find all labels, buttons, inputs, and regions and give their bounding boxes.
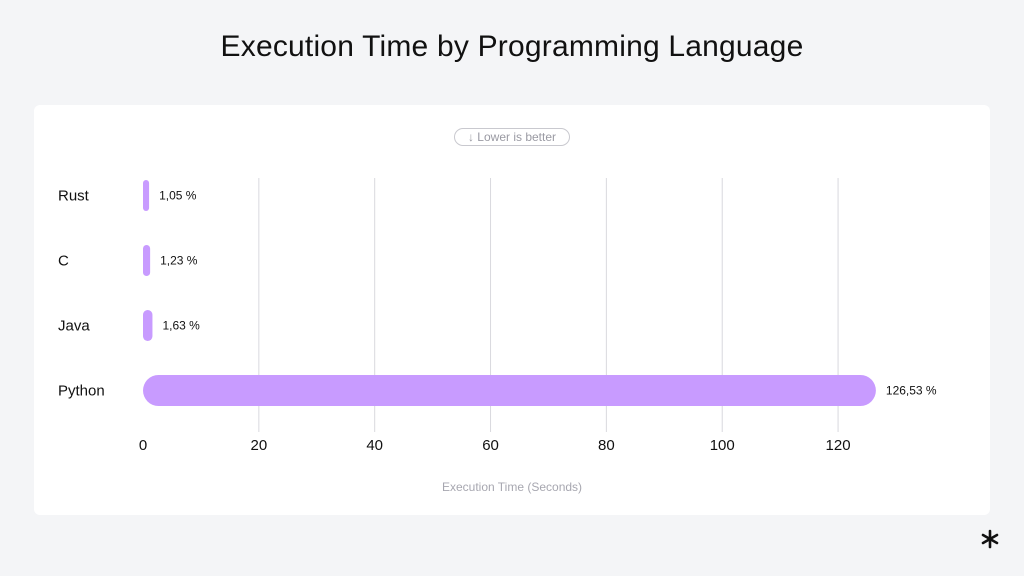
category-label: Rust <box>58 188 90 205</box>
value-label: 126,53 % <box>886 384 937 398</box>
category-label: Python <box>58 383 105 400</box>
page-title: Execution Time by Programming Language <box>220 30 804 63</box>
x-tick-label: 100 <box>710 437 735 454</box>
x-tick-label: 0 <box>139 437 147 454</box>
value-label: 1,05 % <box>159 189 197 203</box>
category-label: C <box>58 253 69 270</box>
x-tick-label: 20 <box>251 437 268 454</box>
value-label: 1,63 % <box>162 319 200 333</box>
x-tick-label: 60 <box>482 437 499 454</box>
bar-chart: 0 20 40 60 80 100 120 Rust 1,05 % C 1,23 % Java 1,63… <box>58 178 937 494</box>
lower-is-better-badge: ↓ Lower is better <box>454 128 570 146</box>
asterisk-logo-icon <box>981 529 999 549</box>
chart-card: ↓ Lower is better 0 20 40 60 80 100 120 Rust 1,0… <box>34 105 990 515</box>
bar <box>143 245 151 276</box>
x-axis-title: Execution Time (Seconds) <box>442 480 582 494</box>
bar <box>143 375 876 406</box>
value-label: 1,23 % <box>160 254 198 268</box>
category-label: Java <box>58 318 90 335</box>
x-tick-label: 80 <box>598 437 615 454</box>
bar <box>143 310 153 341</box>
bar <box>143 180 150 211</box>
x-tick-label: 120 <box>826 437 851 454</box>
x-tick-label: 40 <box>366 437 383 454</box>
